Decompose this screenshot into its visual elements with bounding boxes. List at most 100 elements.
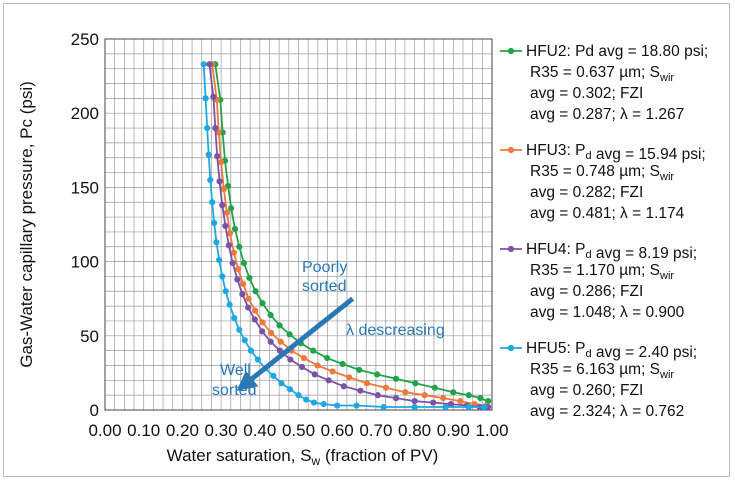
data-point-hfu3 (402, 389, 409, 396)
data-point-hfu2 (252, 288, 259, 295)
legend-text-line: HFU3: Pd avg = 15.94 psi; (526, 142, 706, 163)
legend-entry-hfu3: HFU3: Pd avg = 15.94 psi;R35 = 0.748 µm;… (500, 142, 706, 222)
legend-text-line: R35 = 0.748 µm; Swir (530, 163, 674, 183)
data-point-hfu5 (442, 403, 449, 411)
data-point-hfu4 (216, 178, 223, 185)
legend-swatch-marker (507, 146, 515, 154)
x-tick-label: 0.20 (166, 421, 199, 440)
legend-text-line: avg = 1.048; λ = 0.900 (530, 304, 685, 321)
y-tick-label: 200 (71, 104, 99, 123)
data-point-hfu3 (277, 338, 284, 345)
data-point-hfu5 (226, 301, 233, 308)
poorly-sorted-label: Poorly (302, 259, 347, 276)
series-group (200, 61, 492, 411)
data-point-hfu3 (252, 307, 259, 314)
data-point-hfu4 (212, 124, 219, 132)
data-point-hfu2 (392, 375, 400, 382)
legend-text-line: avg = 0.481; λ = 1.174 (530, 205, 685, 222)
data-point-hfu2 (324, 354, 331, 362)
axes: 0.00 0.10 0.20 0.30 0.40 0.50 0.60 0.70 0.80 0.90… (17, 30, 509, 468)
data-point-hfu4 (430, 399, 437, 406)
x-tick-label: 0.10 (127, 421, 160, 440)
series-hfu5 (200, 61, 488, 411)
data-point-hfu4 (298, 363, 306, 371)
data-point-hfu4 (325, 377, 332, 384)
data-point-hfu2 (231, 225, 239, 233)
legend-text-line: avg = 0.282; FZI (530, 184, 643, 201)
data-point-hfu2 (356, 366, 363, 374)
data-point-hfu5 (222, 288, 229, 295)
data-point-hfu2 (246, 274, 253, 282)
data-point-hfu3 (363, 380, 371, 387)
data-point-hfu5 (216, 257, 223, 264)
data-point-hfu2 (465, 392, 472, 399)
series-hfu3 (209, 61, 490, 409)
data-point-hfu5 (231, 314, 238, 322)
data-point-hfu4 (225, 242, 232, 249)
data-point-hfu4 (374, 392, 381, 399)
data-point-hfu3 (223, 209, 231, 216)
grid (104, 38, 493, 411)
data-point-hfu5 (380, 403, 387, 411)
data-point-hfu5 (200, 61, 207, 68)
data-point-hfu4 (340, 383, 347, 390)
data-point-hfu3 (300, 354, 308, 362)
data-point-hfu4 (411, 397, 418, 405)
data-point-hfu4 (239, 291, 246, 298)
y-tick-label: 150 (71, 178, 99, 197)
legend-entry-hfu4: HFU4: Pd avg = 8.19 psi;R35 = 1.170 µm; … (500, 241, 697, 321)
legend-text-line: R35 = 0.637 µm; Swir (530, 64, 674, 84)
data-point-hfu5 (241, 337, 248, 344)
legend-text-line: avg = 2.324; λ = 0.762 (530, 403, 684, 420)
data-point-hfu5 (211, 219, 218, 227)
data-point-hfu4 (219, 202, 226, 209)
data-point-hfu5 (236, 326, 243, 333)
legend-text-line: avg = 0.260; FZI (530, 382, 643, 399)
x-tick-label: 0.40 (243, 421, 276, 440)
x-tick-label: 0.00 (88, 421, 121, 440)
y-tick-label: 0 (90, 401, 99, 420)
data-point-hfu4 (222, 222, 229, 230)
data-point-hfu2 (412, 380, 419, 387)
data-point-hfu5 (334, 402, 341, 409)
data-point-hfu2 (267, 311, 274, 319)
legend-swatch-marker (507, 344, 515, 352)
legend-text-line: avg = 0.287; λ = 1.267 (530, 106, 684, 123)
well-sorted-label: sorted (212, 382, 256, 399)
legend-swatch-marker (507, 245, 515, 253)
data-point-hfu2 (259, 300, 266, 307)
sorting-arrow (236, 296, 355, 391)
series-line-hfu2 (214, 64, 489, 402)
data-point-hfu5 (202, 95, 209, 102)
figure-frame: 0.00 0.10 0.20 0.30 0.40 0.50 0.60 0.70 0.80 0.90… (3, 3, 730, 477)
data-point-hfu4 (392, 395, 400, 402)
data-point-hfu2 (477, 395, 484, 402)
data-point-hfu5 (303, 396, 310, 403)
data-point-hfu3 (259, 319, 266, 326)
data-point-hfu2 (431, 384, 438, 391)
data-point-hfu3 (457, 397, 464, 405)
data-point-hfu2 (276, 322, 283, 329)
capillary-pressure-chart: 0.00 0.10 0.20 0.30 0.40 0.50 0.60 0.70 0.80 0.90… (17, 30, 708, 468)
legend-text-line: HFU4: Pd avg = 8.19 psi; (526, 241, 697, 262)
series-line-hfu5 (202, 64, 485, 408)
plot-frame (104, 38, 493, 411)
data-point-hfu5 (213, 239, 220, 246)
data-point-hfu4 (357, 387, 364, 394)
data-point-hfu5 (247, 347, 254, 354)
data-point-hfu4 (229, 259, 236, 267)
poorly-sorted-label: sorted (302, 278, 346, 295)
legend-text-line: R35 = 6.163 µm; Swir (530, 361, 674, 381)
data-point-hfu5 (270, 372, 277, 379)
x-tick-label: 0.30 (205, 421, 238, 440)
x-tick-label: 0.70 (359, 421, 392, 440)
data-point-hfu3 (235, 265, 242, 273)
data-point-hfu3 (382, 384, 390, 391)
data-point-hfu5 (411, 403, 418, 411)
data-point-hfu4 (210, 93, 217, 100)
data-point-hfu4 (447, 400, 455, 408)
data-point-hfu4 (287, 356, 294, 363)
legend-entry-hfu2: HFU2: Pd avg = 18.80 psi; R35 = 0.637 µm;… (500, 43, 708, 123)
data-point-hfu5 (209, 199, 216, 206)
lambda-decreasing-label: λ descreasing (346, 322, 445, 339)
